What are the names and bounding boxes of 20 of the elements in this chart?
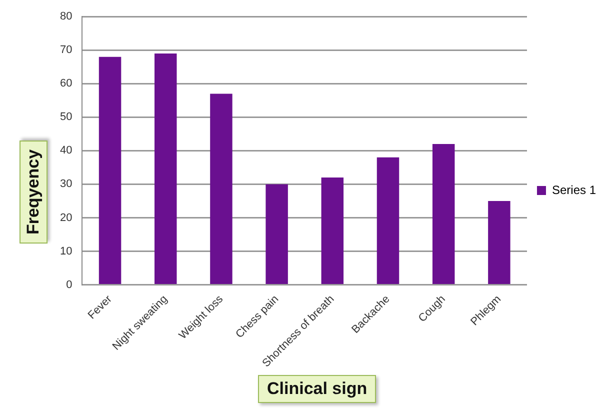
y-tick-label: 0 [66,278,72,291]
y-tick-label: 30 [60,178,72,190]
x-axis-title: Clinical sign [258,375,376,403]
y-tick-label: 60 [60,78,72,90]
y-tick-label: 80 [60,10,72,23]
bar [376,157,400,284]
bar [266,184,288,284]
bar [432,144,455,284]
y-tick-label: 70 [60,44,72,56]
y-tick-label: 10 [60,245,72,258]
legend-label: Series 1 [552,182,596,197]
bar [154,53,177,284]
bar [488,200,510,284]
y-tick-label: 20 [60,212,72,224]
bar [321,178,344,284]
y-tick-label: 40 [60,144,72,157]
y-axis-title: Freqyency [20,140,48,244]
bar [210,94,232,284]
bar [98,56,122,284]
y-tick-label: 50 [60,111,72,124]
